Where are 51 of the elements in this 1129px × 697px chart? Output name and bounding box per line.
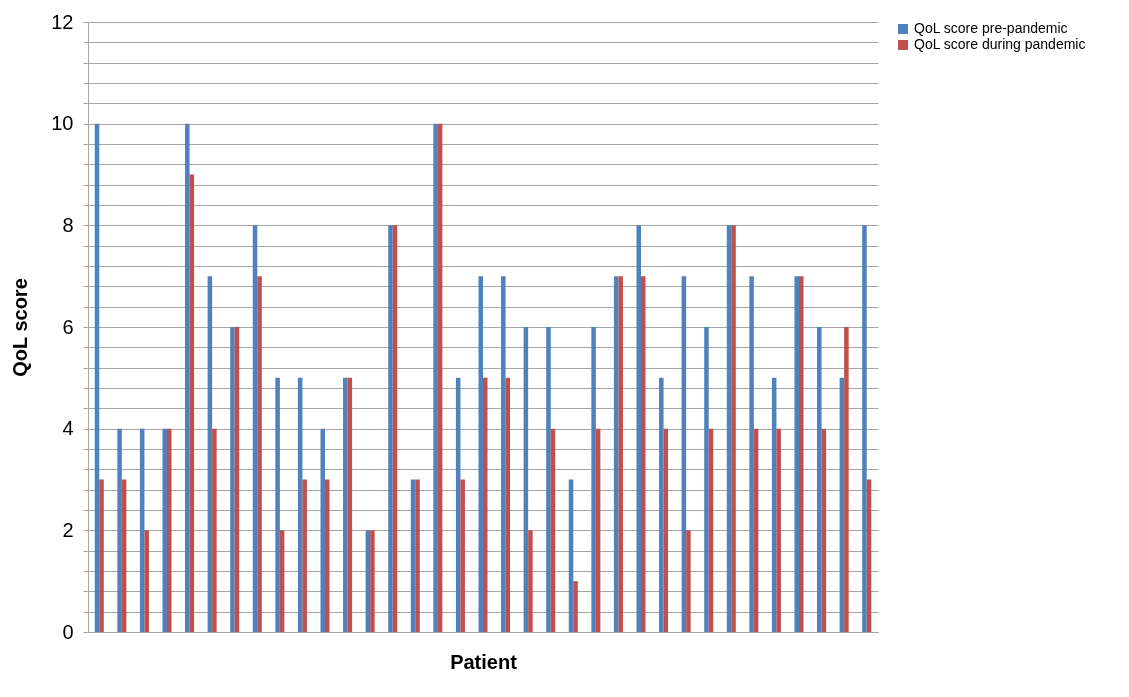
y-tick-label: 6	[62, 315, 74, 338]
bar	[862, 225, 867, 632]
y-tick-label: 10	[51, 112, 74, 135]
bar	[433, 123, 438, 632]
bar	[185, 123, 190, 632]
legend-label: QoL score pre-pandemic	[914, 20, 1068, 36]
y-tick-label: 4	[62, 417, 74, 440]
bar	[618, 276, 623, 632]
bar	[591, 327, 596, 632]
bar	[704, 327, 709, 632]
bar	[212, 428, 217, 632]
bar	[99, 479, 104, 632]
y-tick-label: 0	[62, 620, 74, 643]
bar	[501, 276, 506, 632]
bar	[325, 479, 330, 632]
bar	[388, 225, 393, 632]
bar	[144, 530, 149, 632]
bar	[415, 479, 420, 632]
bar	[659, 377, 664, 632]
bar	[636, 225, 641, 632]
bar	[343, 377, 348, 632]
y-tick-label: 8	[62, 213, 74, 236]
y-tick-label: 2	[62, 518, 74, 541]
bar	[275, 377, 280, 632]
y-tick-label: 12	[51, 10, 74, 33]
bar	[686, 530, 691, 632]
bar	[460, 479, 465, 632]
bar	[483, 377, 488, 632]
bar	[731, 225, 736, 632]
bar	[641, 276, 646, 632]
bar	[167, 428, 172, 632]
bar	[573, 581, 578, 632]
x-axis-title: Patient	[450, 650, 518, 673]
bar	[817, 327, 822, 632]
bar	[528, 530, 533, 632]
bar	[370, 530, 375, 632]
bar	[776, 428, 781, 632]
bar	[302, 479, 307, 632]
bar	[799, 276, 804, 632]
bar	[257, 276, 262, 632]
bar	[117, 428, 122, 632]
bar	[844, 327, 849, 632]
bar	[320, 428, 325, 632]
bar	[230, 327, 235, 632]
bar	[749, 276, 754, 632]
bar	[478, 276, 483, 632]
y-axis-title: QoL score	[9, 278, 32, 377]
bar	[794, 276, 799, 632]
legend-label: QoL score during pandemic	[914, 36, 1086, 52]
bar	[162, 428, 167, 632]
bar	[546, 327, 551, 632]
